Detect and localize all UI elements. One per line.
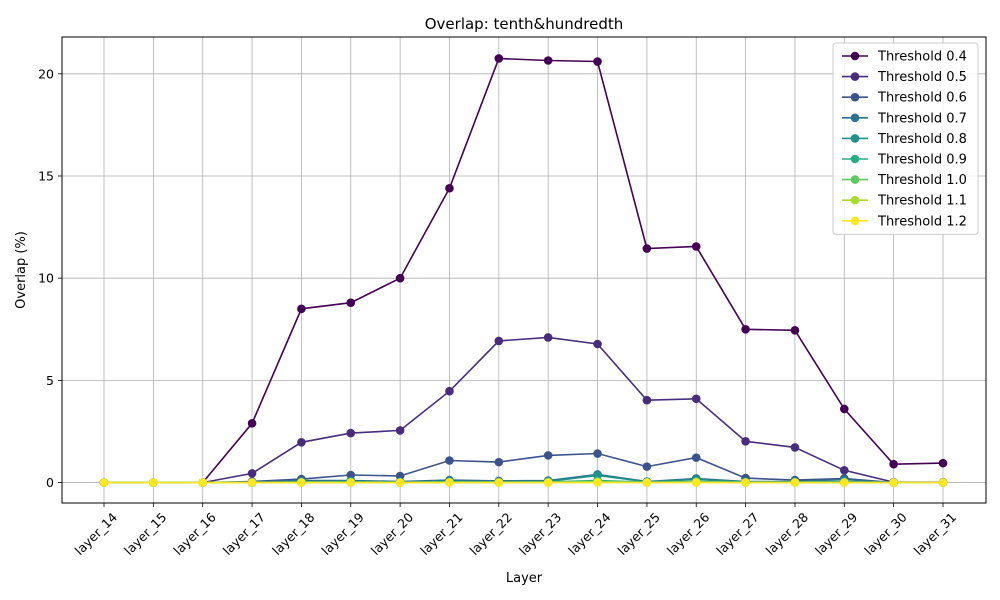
y-tick-label: 10	[38, 271, 54, 286]
data-point	[741, 436, 750, 446]
legend-marker	[850, 51, 860, 61]
legend-marker	[850, 195, 860, 205]
legend-marker	[850, 216, 860, 226]
data-point	[445, 478, 454, 487]
data-point	[543, 451, 553, 460]
legend-item: Threshold 1.0	[842, 173, 967, 188]
legend-label: Threshold 1.0	[877, 173, 967, 188]
legend-label: Threshold 0.8	[877, 132, 967, 147]
data-point	[938, 478, 948, 487]
data-point	[395, 273, 405, 283]
legend: Threshold 0.4 Threshold 0.5 Threshold 0.6 T…	[832, 42, 979, 235]
data-point	[247, 469, 257, 478]
data-point	[741, 324, 750, 334]
data-point	[543, 333, 553, 342]
data-point	[790, 478, 800, 487]
plot-area-frame	[61, 36, 987, 504]
legend-label: Threshold 0.9	[877, 153, 967, 168]
data-point	[445, 456, 454, 465]
data-point	[741, 478, 750, 487]
legend-label: Threshold 1.2	[877, 214, 967, 229]
data-point	[149, 478, 158, 487]
data-point	[445, 183, 454, 193]
legend-label: Threshold 1.1	[877, 194, 967, 209]
data-point	[642, 395, 652, 405]
data-point	[198, 478, 208, 487]
data-point	[593, 339, 602, 349]
legend-item: Threshold 0.4	[842, 50, 967, 65]
data-point	[790, 443, 800, 452]
series-line	[104, 336, 943, 484]
legend-marker	[850, 113, 860, 123]
data-point	[445, 386, 454, 396]
y-axis-label: Overlap (%)	[14, 231, 29, 309]
x-axis-label: Layer	[506, 571, 543, 586]
data-point	[395, 478, 405, 487]
series	[99, 478, 948, 487]
legend-item: Threshold 0.9	[842, 153, 967, 168]
data-point	[691, 242, 701, 251]
y-tick-label: 15	[38, 168, 54, 183]
y-tick-label: 0	[46, 475, 54, 490]
data-point	[395, 426, 405, 435]
data-point	[494, 336, 504, 346]
data-point	[543, 56, 553, 65]
data-point	[346, 298, 356, 308]
data-point	[938, 458, 948, 468]
data-point	[839, 404, 849, 414]
legend-label: Threshold 0.6	[877, 91, 967, 106]
data-point	[839, 478, 849, 487]
data-point	[494, 54, 504, 63]
data-point	[247, 478, 257, 487]
legend-item: Threshold 0.8	[842, 132, 967, 147]
series-group	[99, 54, 948, 487]
data-point	[247, 418, 257, 428]
chart-title: Overlap: tenth&hundredth	[425, 15, 624, 33]
legend-marker	[850, 72, 860, 81]
legend-label: Threshold 0.7	[877, 111, 967, 126]
data-point	[642, 478, 652, 487]
data-point	[543, 478, 553, 487]
legend-item: Threshold 0.6	[842, 91, 967, 106]
legend-marker	[850, 154, 860, 164]
legend-item: Threshold 1.1	[842, 194, 967, 209]
data-point	[691, 453, 701, 462]
data-point	[889, 459, 898, 469]
data-point	[297, 478, 306, 487]
data-point	[691, 394, 701, 404]
data-point	[889, 478, 898, 487]
data-point	[99, 478, 109, 487]
data-point	[346, 478, 356, 487]
data-point	[642, 244, 652, 253]
legend-box	[832, 42, 979, 235]
data-point	[297, 437, 306, 447]
y-axis: 0 5 10 15 20	[38, 66, 62, 490]
data-point	[691, 478, 701, 487]
data-point	[593, 478, 602, 487]
legend-marker	[850, 92, 860, 102]
data-point	[346, 428, 356, 438]
y-tick-label: 20	[38, 66, 54, 81]
data-point	[494, 478, 504, 487]
data-point	[839, 465, 849, 475]
data-point	[790, 325, 800, 335]
legend-item: Threshold 1.2	[842, 214, 967, 229]
legend-label: Threshold 0.5	[877, 70, 967, 85]
legend-item: Threshold 0.7	[842, 111, 967, 126]
data-point	[297, 304, 306, 314]
data-point	[593, 57, 602, 66]
legend-marker	[850, 134, 860, 143]
legend-marker	[850, 175, 860, 184]
data-point	[494, 457, 504, 467]
data-point	[593, 449, 602, 458]
legend-item: Threshold 0.5	[842, 70, 967, 85]
y-tick-label: 5	[46, 373, 54, 388]
data-point	[642, 462, 652, 471]
legend-label: Threshold 0.4	[877, 50, 967, 65]
series-line	[104, 57, 944, 484]
